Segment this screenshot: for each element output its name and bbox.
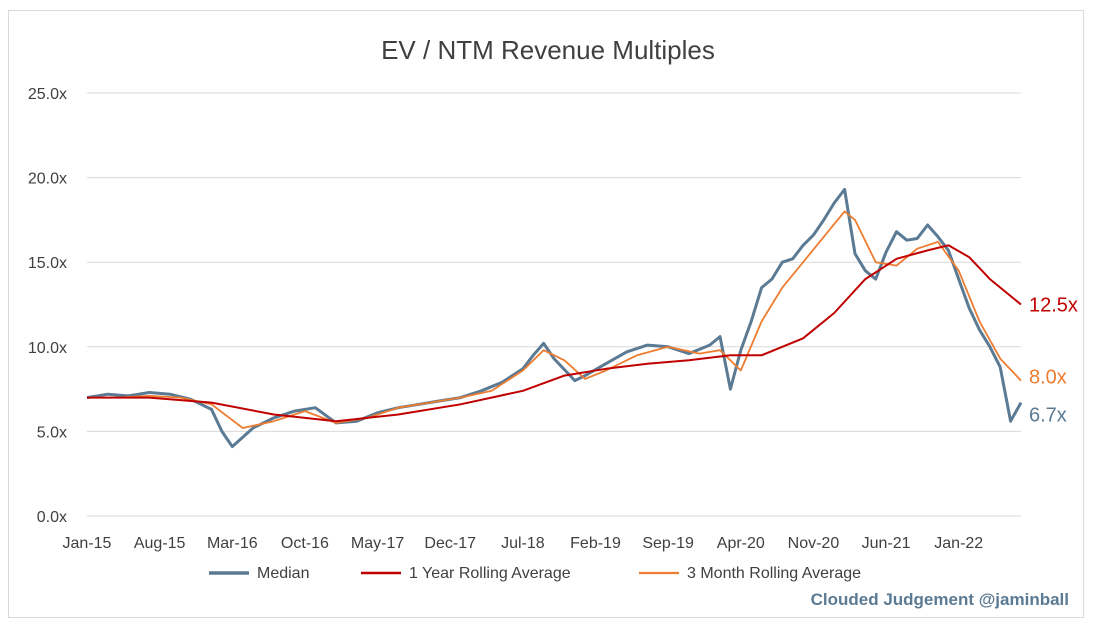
x-tick-label: Jun-21 — [862, 535, 911, 552]
y-tick-label: 25.0x — [28, 86, 67, 103]
end-label: 8.0x — [1029, 367, 1067, 389]
end-label: 6.7x — [1029, 405, 1067, 427]
chart-frame: EV / NTM Revenue Multiples 0.0x 5.0x 10.0x… — [8, 10, 1084, 618]
end-labels: 6.7x 12.5x 8.0x — [1029, 295, 1078, 427]
x-tick-label: May-17 — [351, 535, 404, 552]
x-axis: Jan-15 Aug-15 Mar-16 Oct-16 May-17 Dec-17 Jul-… — [63, 535, 984, 552]
legend-label: 1 Year Rolling Average — [409, 565, 571, 582]
series-lines — [86, 187, 1023, 449]
x-tick-label: Apr-20 — [717, 535, 765, 552]
x-tick-label: Oct-16 — [281, 535, 329, 552]
chart: EV / NTM Revenue Multiples 0.0x 5.0x 10.0x… — [28, 35, 1078, 609]
legend-label: 3 Month Rolling Average — [687, 565, 861, 582]
x-tick-label: Jul-18 — [501, 535, 545, 552]
x-tick-label: Nov-20 — [788, 535, 840, 552]
x-tick-label: Dec-17 — [424, 535, 476, 552]
y-axis: 0.0x 5.0x 10.0x 15.0x 20.0x 25.0x — [28, 86, 67, 526]
y-tick-label: 0.0x — [37, 509, 67, 526]
series-line-1 — [87, 244, 1022, 423]
series-line-0 — [86, 187, 1023, 449]
x-tick-label: Jan-22 — [934, 535, 983, 552]
legend-label: Median — [257, 565, 309, 582]
y-tick-label: 5.0x — [37, 424, 67, 441]
x-tick-label: Sep-19 — [642, 535, 694, 552]
y-tick-label: 10.0x — [28, 340, 67, 357]
gridlines — [87, 92, 1021, 517]
y-tick-label: 15.0x — [28, 255, 67, 272]
x-tick-label: Aug-15 — [134, 535, 186, 552]
end-label: 12.5x — [1029, 295, 1078, 317]
watermark: Clouded Judgement @jaminball — [811, 590, 1069, 609]
y-tick-label: 20.0x — [28, 171, 67, 188]
series-line-2 — [87, 210, 1022, 429]
legend: Median 1 Year Rolling Average 3 Month Roll… — [209, 565, 861, 582]
chart-title: EV / NTM Revenue Multiples — [381, 35, 715, 65]
x-tick-label: Jan-15 — [63, 535, 112, 552]
x-tick-label: Feb-19 — [570, 535, 621, 552]
x-tick-label: Mar-16 — [207, 535, 258, 552]
